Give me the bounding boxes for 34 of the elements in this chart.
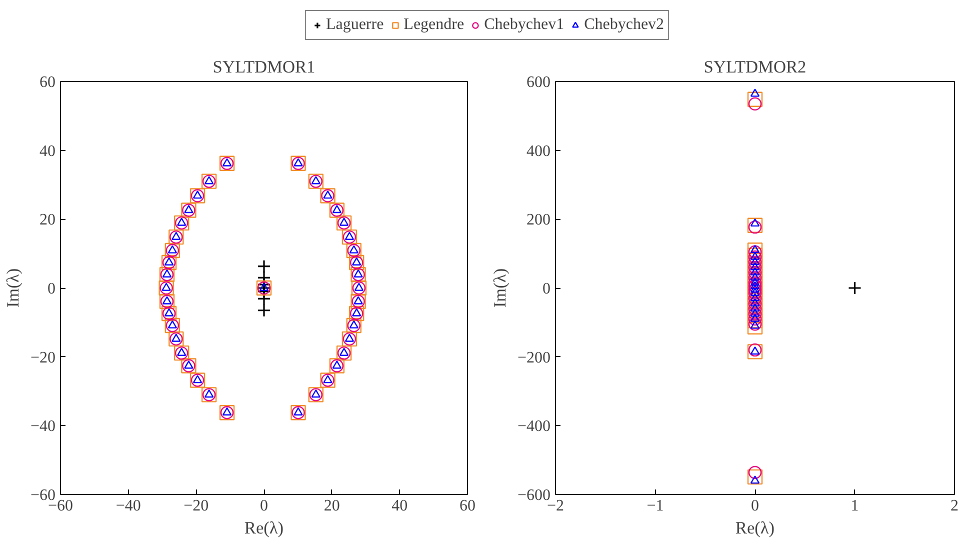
x-tick-label: −40 (116, 498, 141, 514)
x-tick-label: 1 (850, 498, 859, 514)
x-tick-label: 0 (260, 498, 268, 514)
y-axis-title: Im(λ) (490, 268, 510, 308)
x-tick-label: 0 (751, 498, 759, 514)
y-tick-label: −60 (30, 487, 56, 504)
y-tick-label: 40 (40, 142, 56, 160)
x-axis-title: Re(λ) (244, 518, 284, 538)
legend-label: Legendre (404, 16, 464, 34)
x-tick-label: −20 (184, 498, 209, 514)
x-axis-title: Re(λ) (735, 518, 775, 538)
y-tick-label: 0 (542, 280, 550, 298)
y-tick-label: 400 (526, 142, 550, 160)
y-tick-label: −40 (30, 418, 56, 436)
legend-label: Chebychev1 (484, 16, 564, 34)
chart-title: SYLTDMOR2 (704, 58, 806, 76)
y-tick-label: 20 (40, 212, 56, 229)
x-tick-label: 60 (460, 498, 476, 514)
x-tick-label: −1 (646, 498, 664, 514)
y-axis-title: Im(λ) (3, 268, 22, 308)
y-tick-label: −400 (517, 418, 551, 436)
x-tick-label: 20 (324, 498, 340, 514)
x-tick-label: 40 (392, 498, 408, 514)
y-tick-label: −20 (30, 349, 56, 366)
y-tick-label: 200 (526, 212, 550, 229)
y-tick-label: −600 (517, 487, 551, 504)
y-tick-label: −200 (517, 349, 551, 366)
x-tick-label: 2 (950, 498, 958, 514)
y-tick-label: 0 (48, 280, 56, 298)
y-tick-label: 60 (40, 74, 56, 91)
y-tick-label: 600 (526, 74, 550, 91)
chart-title: SYLTDMOR1 (212, 58, 316, 76)
legend-label: Laguerre (326, 16, 384, 34)
legend-label: Chebychev2 (584, 16, 664, 34)
